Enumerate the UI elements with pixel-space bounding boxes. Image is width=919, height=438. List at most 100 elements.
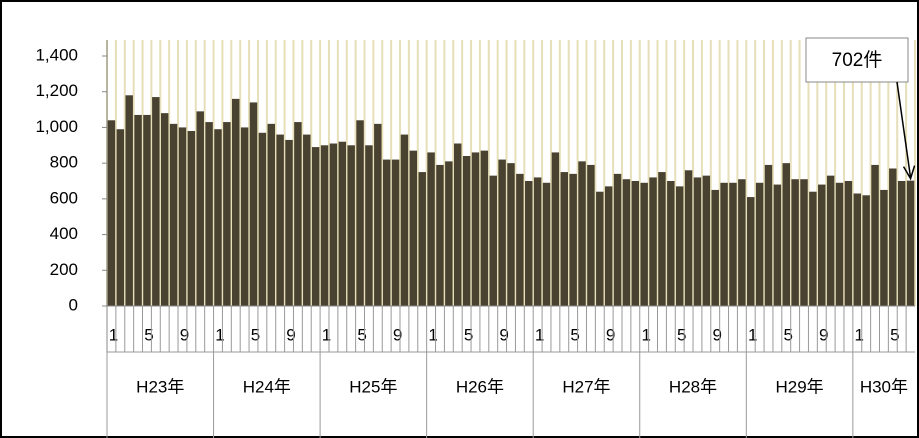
bar: [356, 120, 364, 307]
year-label: H29年: [775, 377, 823, 396]
x-tick-label: 1: [641, 325, 650, 344]
y-tick-label: 200: [50, 260, 78, 279]
y-tick-label: 600: [50, 188, 78, 207]
bar: [791, 179, 799, 306]
bar: [720, 182, 728, 306]
bar: [507, 163, 515, 306]
bar: [862, 195, 870, 306]
bar: [880, 189, 888, 306]
x-tick-label: 5: [784, 325, 793, 344]
bar: [160, 113, 169, 307]
bar: [445, 161, 453, 306]
year-label: H30年: [860, 377, 908, 396]
bar: [391, 159, 400, 306]
bar: [675, 186, 684, 306]
annotation-box: [805, 37, 909, 83]
x-tick-label: 5: [357, 325, 366, 344]
bar: [853, 193, 862, 306]
x-tick-label: 9: [712, 325, 721, 344]
bar: [418, 172, 426, 306]
x-tick-label: 9: [499, 325, 508, 344]
bar: [551, 152, 560, 306]
y-tick-label: 400: [50, 224, 78, 243]
bar: [667, 181, 675, 306]
bar: [400, 134, 409, 306]
x-tick-label: 9: [606, 325, 615, 344]
bar: [906, 180, 915, 306]
x-tick-label: 5: [570, 325, 579, 344]
bar: [684, 170, 693, 306]
arrow-head: [902, 165, 916, 181]
year-label: H25年: [349, 377, 397, 396]
bar: [693, 177, 702, 306]
bar: [897, 181, 906, 306]
x-tick-label: 5: [677, 325, 686, 344]
bar: [755, 182, 764, 306]
bar: [311, 147, 320, 306]
x-tick-label: 1: [322, 325, 331, 344]
bar: [365, 145, 373, 306]
bar: [320, 145, 329, 306]
x-tick-label: 1: [535, 325, 544, 344]
x-tick-label: 9: [393, 325, 402, 344]
x-tick-label: 5: [251, 325, 260, 344]
annotation: 702件: [832, 49, 883, 71]
bar: [303, 134, 311, 306]
bar: [773, 184, 782, 306]
bar: [178, 127, 187, 306]
year-label: H23年: [136, 377, 184, 396]
bar: [240, 127, 249, 306]
bar: [471, 152, 480, 306]
bar: [818, 184, 826, 306]
bar: [125, 95, 133, 307]
bar: [249, 102, 258, 306]
x-tick-label: 1: [109, 325, 118, 344]
bar: [427, 152, 435, 306]
year-label: H26年: [456, 377, 504, 396]
bar: [702, 175, 711, 306]
bar: [747, 197, 755, 306]
bar: [525, 181, 533, 306]
bar: [711, 189, 719, 306]
bar: [844, 181, 853, 306]
bar: [223, 122, 231, 306]
bar: [214, 129, 222, 306]
x-tick-label: 5: [890, 325, 899, 344]
x-tick-label: 1: [215, 325, 224, 344]
bar: [542, 182, 551, 306]
bar: [631, 181, 640, 306]
x-tick-label: 1: [428, 325, 437, 344]
bar: [329, 143, 338, 306]
bar: [116, 129, 125, 306]
bar: [143, 114, 151, 306]
bar: [800, 179, 808, 306]
year-label: H24年: [243, 377, 291, 396]
bar: [498, 159, 506, 306]
bar: [835, 182, 844, 306]
y-tick-label: 1,200: [35, 81, 78, 100]
bar: [480, 150, 489, 306]
x-tick-label: 1: [855, 325, 864, 344]
bar: [338, 141, 347, 306]
year-label: H28年: [669, 377, 717, 396]
annotation-arrow: [896, 81, 912, 178]
bar: [533, 177, 542, 306]
bar: [347, 145, 355, 306]
bar: [613, 173, 622, 306]
bar: [152, 97, 160, 306]
bar: [560, 172, 569, 306]
bar: [294, 122, 302, 306]
bar: [374, 123, 382, 306]
bar: [889, 168, 897, 306]
bar: [436, 164, 444, 306]
bar: [826, 175, 835, 306]
bar: [409, 150, 418, 306]
bar: [187, 131, 196, 306]
bar: [107, 120, 116, 307]
bar: [649, 177, 657, 306]
bar: [578, 161, 586, 306]
bar: [285, 139, 293, 306]
x-tick-label: 5: [464, 325, 473, 344]
bar: [569, 173, 577, 306]
bar: [276, 134, 284, 306]
